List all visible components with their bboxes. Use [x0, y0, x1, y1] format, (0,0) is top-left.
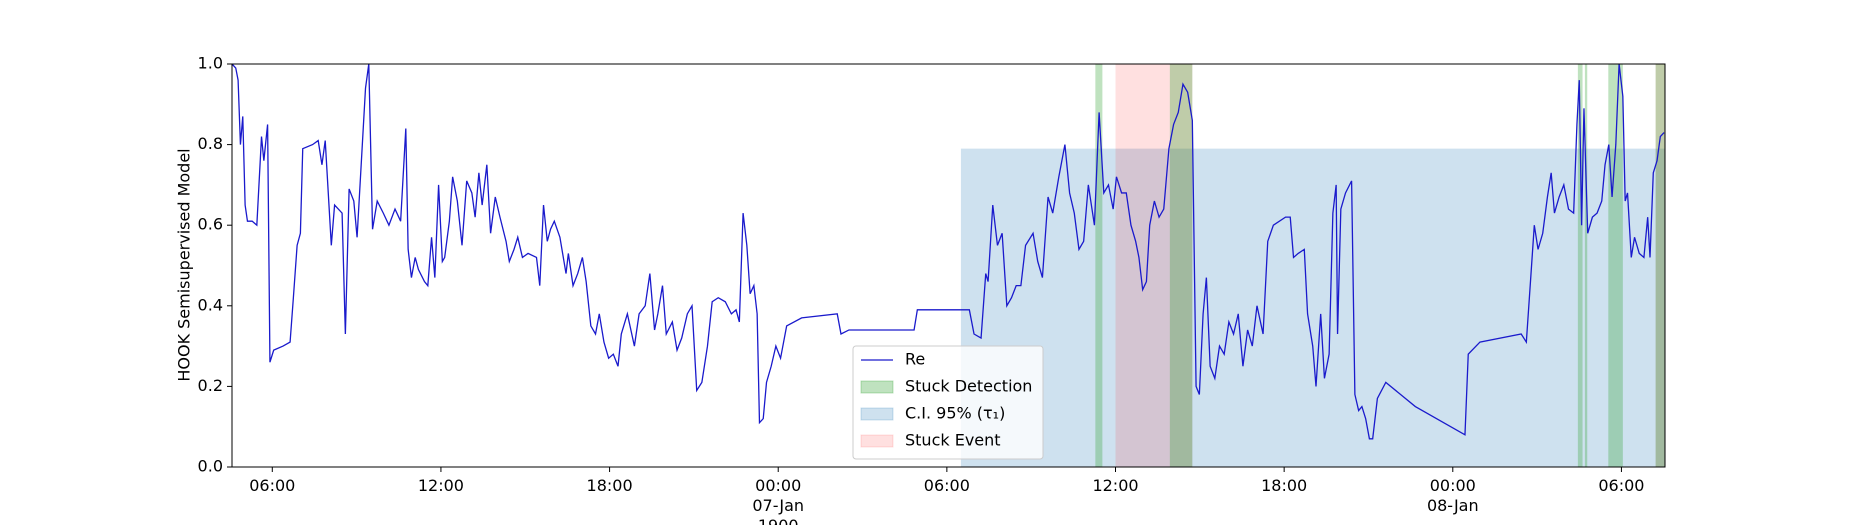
legend-swatch: [860, 434, 894, 448]
data-line: [231, 63, 1665, 440]
region-span: [1577, 64, 1583, 467]
x-tick-label: 18:00: [586, 476, 633, 495]
legend-label: Stuck Detection: [905, 377, 1032, 396]
x-tick-label: 06:00: [923, 476, 970, 495]
x-tick-label: 00:00 07-Jan 1900: [752, 476, 805, 525]
x-tick-label: 00:00 08-Jan: [1426, 476, 1479, 515]
axes-frame: [231, 63, 1666, 468]
legend-box: [852, 345, 1044, 460]
region-span: [1095, 64, 1103, 467]
y-tick-label: 0.6: [198, 215, 223, 234]
region-span: [960, 148, 1665, 467]
y-tick-label: 1.0: [198, 54, 223, 73]
y-tick-label: 0.2: [198, 376, 223, 395]
y-tick-label: 0.0: [198, 457, 223, 476]
y-tick-label: 0.8: [198, 134, 223, 153]
legend-label: C.I. 95% (τ₁): [905, 404, 1005, 423]
region-span: [1608, 64, 1623, 467]
region-span: [1115, 64, 1193, 467]
y-axis-label: HOOK Semisupervised Model: [175, 148, 194, 381]
y-tick-label: 0.4: [198, 295, 223, 314]
legend-swatch: [860, 407, 894, 421]
x-tick-label: 06:00: [1598, 476, 1645, 495]
legend: Re Stuck Detection C.I. 95% (τ₁) Stuck Even…: [852, 345, 1044, 460]
region-span: [1655, 64, 1665, 467]
x-tick-label: 18:00: [1261, 476, 1308, 495]
x-tick-label: 12:00: [417, 476, 464, 495]
legend-swatch: [860, 380, 894, 394]
region-span: [1169, 64, 1193, 467]
x-tick-label: 12:00: [1092, 476, 1139, 495]
legend-label: Stuck Event: [905, 431, 1001, 450]
legend-label: Re: [905, 350, 925, 369]
region-span: [1584, 64, 1588, 467]
region-span: [1655, 64, 1665, 467]
x-tick-label: 06:00: [249, 476, 296, 495]
